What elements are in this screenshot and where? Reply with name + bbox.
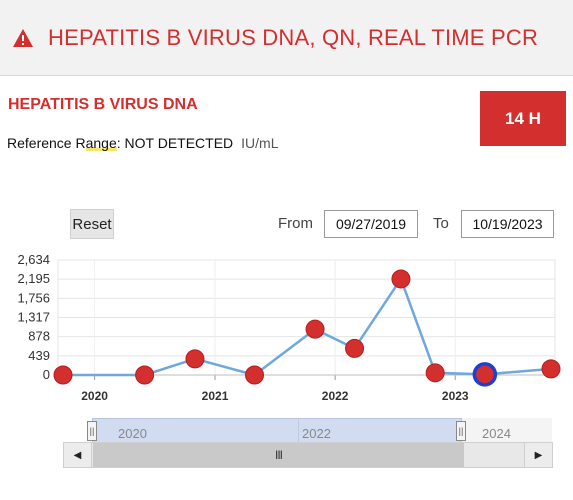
x-tick-label: 2020 [81, 389, 108, 403]
data-point-selected [472, 362, 498, 387]
reference-range-value: : NOT DETECTED [116, 135, 234, 151]
data-point [305, 319, 325, 339]
scrollbar[interactable]: ◀ III ▶ [63, 442, 553, 468]
x-tick-label: 2021 [202, 389, 229, 403]
to-date-input[interactable]: 10/19/2023 [461, 210, 554, 238]
y-tick-label: 0 [43, 367, 50, 382]
page-title: HEPATITIS B VIRUS DNA, QN, REAL TIME PCR [48, 24, 539, 50]
navigator-label: 2020 [118, 426, 147, 441]
data-point [391, 269, 411, 289]
series-line [63, 277, 552, 377]
data-point [135, 365, 155, 385]
y-tick-label: 2,195 [17, 271, 50, 286]
data-point [185, 349, 205, 369]
navigator-label: 2024 [482, 426, 511, 441]
x-tick-label: 2023 [442, 389, 469, 403]
test-name: HEPATITIS B VIRUS DNA [8, 96, 198, 113]
page-header: HEPATITIS B VIRUS DNA, QN, REAL TIME PCR [0, 0, 573, 76]
data-point [345, 338, 365, 358]
results-chart: 2,634 2,195 1,756 1,317 878 439 0 2020 2021 2022 2… [17, 252, 561, 403]
y-tick-label: 1,317 [17, 310, 50, 325]
y-tick-label: 2,634 [17, 252, 50, 267]
x-tick-label: 2022 [322, 389, 349, 403]
reference-range: Reference Range: NOT DETECTED IU/mL [7, 135, 279, 151]
reference-range-highlight: ange [85, 135, 117, 151]
data-point [245, 365, 265, 385]
reset-button[interactable]: Reset [70, 209, 114, 239]
y-tick-label: 1,756 [17, 290, 50, 305]
reference-range-label: Reference R [7, 135, 86, 151]
navigator-divider [298, 418, 299, 446]
y-tick-label: 439 [28, 348, 50, 363]
data-point [53, 365, 73, 385]
from-date-input[interactable]: 09/27/2019 [324, 210, 418, 238]
y-tick-label: 878 [28, 329, 50, 344]
reference-range-unit: IU/mL [241, 135, 279, 151]
data-point [541, 359, 561, 379]
data-point [425, 363, 445, 383]
navigator-left-handle[interactable]: || [87, 421, 97, 441]
from-label: From [278, 215, 313, 232]
scroll-right-button[interactable]: ▶ [524, 443, 552, 467]
navigator-right-handle[interactable]: || [456, 421, 466, 441]
to-label: To [433, 215, 449, 232]
warning-icon [13, 28, 33, 47]
scrollbar-thumb[interactable]: III [93, 443, 464, 467]
navigator-unselected [462, 418, 552, 446]
scroll-left-button[interactable]: ◀ [64, 443, 92, 467]
result-value-badge: 14 H [480, 91, 566, 146]
navigator-label: 2022 [302, 426, 331, 441]
